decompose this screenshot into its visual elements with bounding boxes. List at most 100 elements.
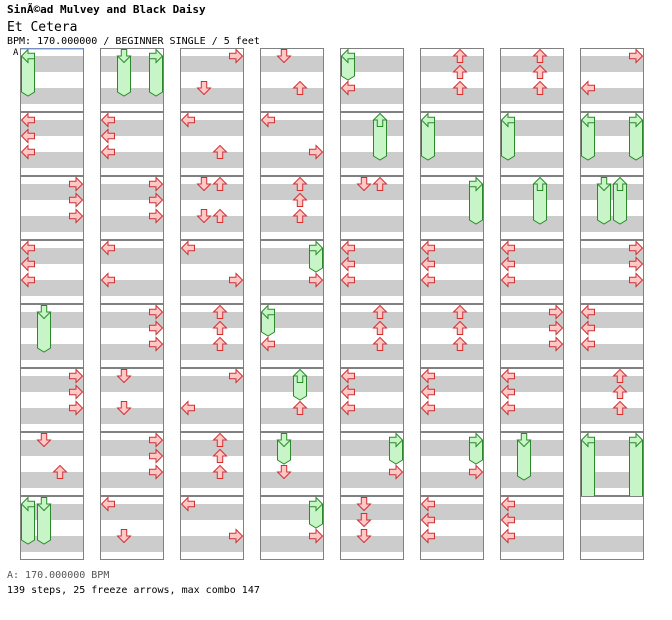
arrow-up bbox=[292, 80, 308, 95]
arrow-up bbox=[372, 176, 388, 191]
measure bbox=[100, 432, 164, 496]
arrow-right bbox=[149, 432, 164, 448]
arrow-right bbox=[69, 368, 84, 384]
arrow-down bbox=[196, 177, 212, 192]
arrow-left bbox=[180, 240, 195, 256]
artist-title: SinÃ©ad Mulvey and Black Daisy bbox=[7, 3, 206, 16]
arrow-up bbox=[452, 304, 468, 319]
arrow-down bbox=[116, 529, 132, 544]
freeze-arrow-up bbox=[532, 176, 548, 191]
freeze-arrow-left bbox=[20, 496, 35, 512]
arrow-right bbox=[149, 336, 164, 352]
arrow-left bbox=[100, 128, 115, 144]
measure bbox=[20, 176, 84, 240]
freeze-arrow-down bbox=[596, 177, 612, 192]
arrow-up bbox=[452, 320, 468, 335]
arrow-right bbox=[229, 272, 244, 288]
measure bbox=[100, 48, 164, 112]
arrow-left bbox=[580, 304, 595, 320]
arrow-right bbox=[629, 272, 644, 288]
arrow-right bbox=[629, 256, 644, 272]
measure bbox=[580, 240, 644, 304]
freeze-arrow-up bbox=[372, 112, 388, 127]
arrow-right bbox=[629, 240, 644, 256]
arrow-up bbox=[212, 176, 228, 191]
arrow-up bbox=[212, 320, 228, 335]
arrow-up bbox=[212, 208, 228, 223]
arrow-left bbox=[100, 112, 115, 128]
arrow-up bbox=[452, 336, 468, 351]
arrow-up bbox=[372, 304, 388, 319]
arrow-down bbox=[36, 433, 52, 448]
arrow-right bbox=[309, 144, 324, 160]
measure bbox=[420, 240, 484, 304]
arrow-down bbox=[196, 81, 212, 96]
freeze-arrow-down bbox=[116, 49, 132, 64]
arrow-up bbox=[212, 304, 228, 319]
arrow-left bbox=[500, 256, 515, 272]
measure bbox=[420, 176, 484, 240]
measure bbox=[100, 496, 164, 560]
arrow-left bbox=[420, 368, 435, 384]
freeze-arrow-left bbox=[500, 112, 515, 128]
measure bbox=[340, 432, 404, 496]
freeze-arrow-right bbox=[309, 496, 324, 512]
freeze-arrow-up bbox=[292, 368, 308, 383]
arrow-left bbox=[20, 128, 35, 144]
measure bbox=[20, 432, 84, 496]
arrow-left bbox=[260, 336, 275, 352]
measure bbox=[260, 432, 324, 496]
arrow-up bbox=[452, 80, 468, 95]
measure bbox=[420, 432, 484, 496]
arrow-right bbox=[69, 208, 84, 224]
measure bbox=[100, 112, 164, 176]
freeze-arrow-up bbox=[612, 176, 628, 191]
measure bbox=[340, 112, 404, 176]
arrow-left bbox=[500, 240, 515, 256]
arrow-right bbox=[469, 464, 484, 480]
measure bbox=[180, 368, 244, 432]
arrow-left bbox=[420, 256, 435, 272]
measure bbox=[260, 112, 324, 176]
freeze-arrow-right bbox=[149, 48, 164, 64]
freeze-arrow-left bbox=[580, 432, 595, 448]
arrow-left bbox=[180, 496, 195, 512]
arrow-left bbox=[580, 80, 595, 96]
arrow-up bbox=[612, 368, 628, 383]
arrow-left bbox=[100, 240, 115, 256]
measure bbox=[180, 432, 244, 496]
measure bbox=[180, 176, 244, 240]
freeze-arrow-right bbox=[629, 432, 644, 448]
arrow-right bbox=[149, 448, 164, 464]
measure bbox=[260, 368, 324, 432]
arrow-down bbox=[356, 177, 372, 192]
arrow-left bbox=[420, 528, 435, 544]
arrow-left bbox=[500, 512, 515, 528]
measure bbox=[100, 368, 164, 432]
arrow-up bbox=[212, 464, 228, 479]
arrow-right bbox=[309, 272, 324, 288]
arrow-right bbox=[149, 176, 164, 192]
arrow-up bbox=[52, 464, 68, 479]
chart-info: BPM: 170.000000 / BEGINNER SINGLE / 5 fe… bbox=[7, 36, 260, 47]
measure bbox=[340, 176, 404, 240]
measure bbox=[340, 304, 404, 368]
arrow-left bbox=[340, 384, 355, 400]
arrow-up bbox=[212, 448, 228, 463]
arrow-right bbox=[229, 528, 244, 544]
measure bbox=[500, 368, 564, 432]
arrow-up bbox=[612, 400, 628, 415]
arrow-left bbox=[100, 496, 115, 512]
arrow-down bbox=[356, 497, 372, 512]
arrow-down bbox=[116, 401, 132, 416]
measure bbox=[20, 368, 84, 432]
arrow-right bbox=[309, 528, 324, 544]
measure bbox=[340, 368, 404, 432]
measure bbox=[260, 240, 324, 304]
arrow-left bbox=[420, 240, 435, 256]
song-title: Et Cetera bbox=[7, 20, 78, 35]
measure bbox=[20, 112, 84, 176]
arrow-left bbox=[180, 112, 195, 128]
arrow-left bbox=[340, 368, 355, 384]
arrow-up bbox=[212, 432, 228, 447]
